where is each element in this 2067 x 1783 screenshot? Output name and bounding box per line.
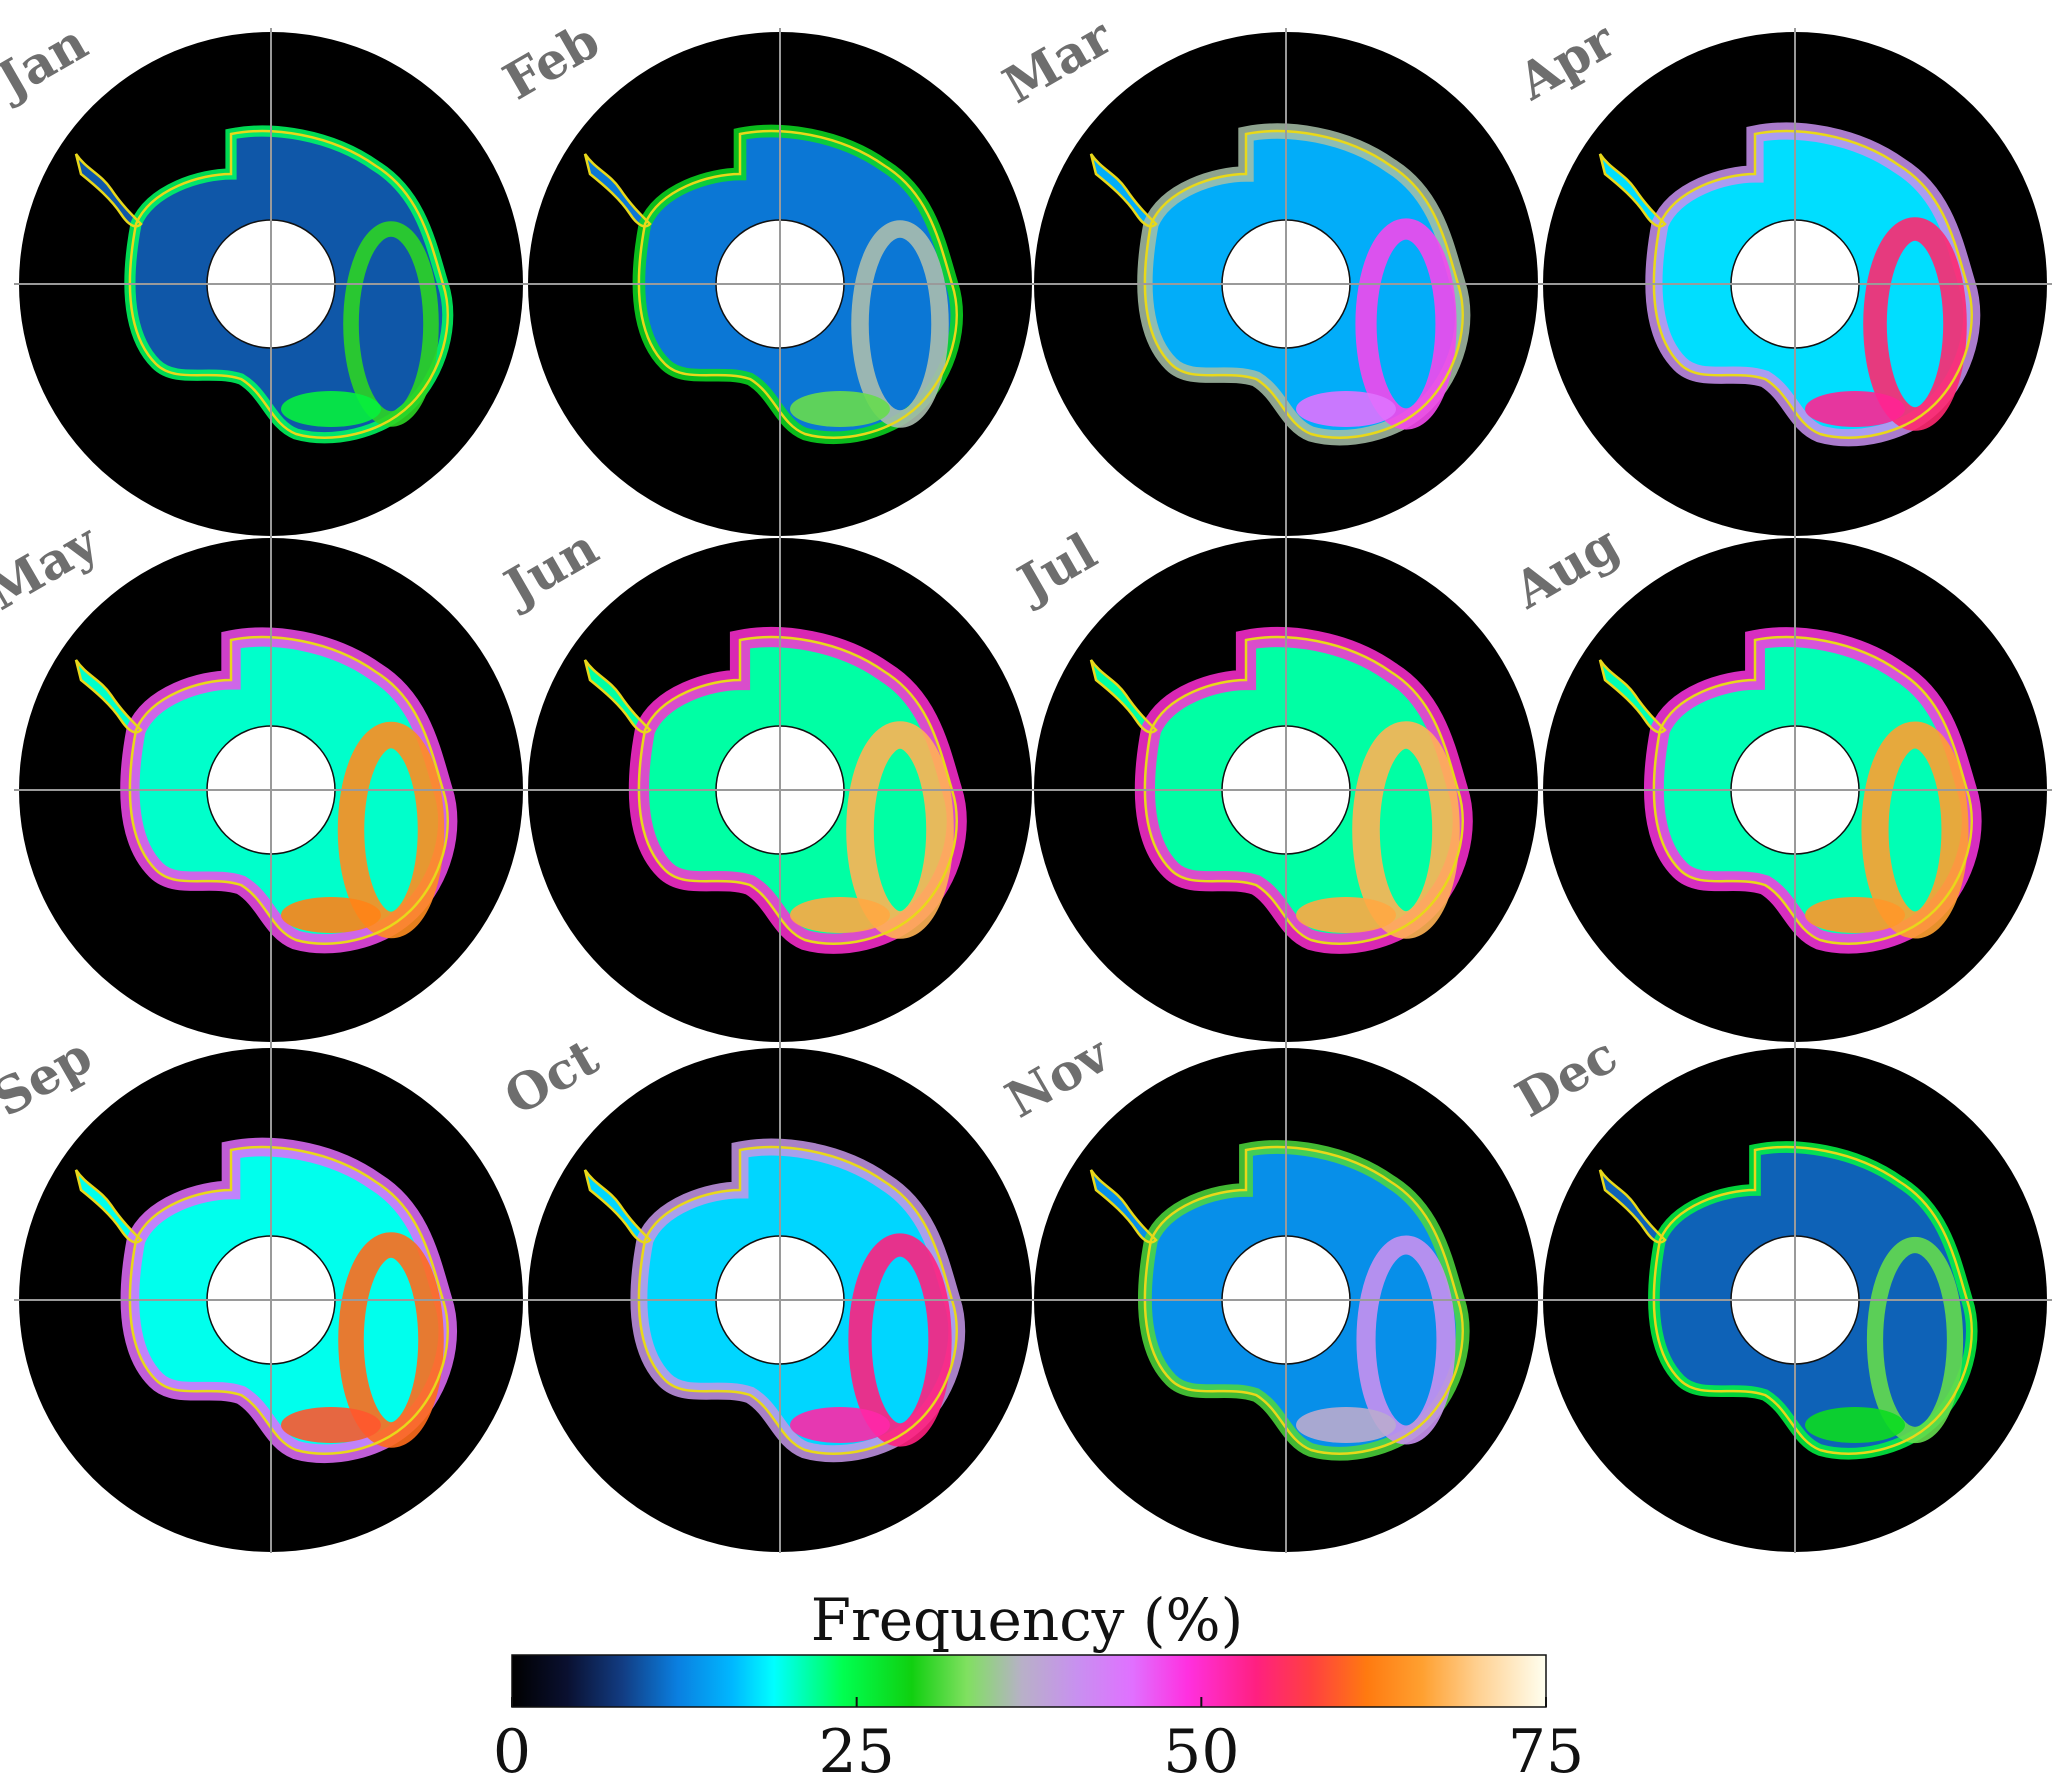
colorbar-tick-label: 75 xyxy=(1508,1717,1584,1783)
antarctica-frequency-field xyxy=(1089,637,1463,944)
month-label-oct: Oct xyxy=(494,1027,608,1127)
antarctica-frequency-field xyxy=(74,1147,448,1454)
antarctica-frequency-field xyxy=(583,1147,957,1454)
month-label-mar: Mar xyxy=(993,6,1122,114)
panels: Jan Feb Mar Apr May Jun Jul Aug Sep Oct Nov Dec xyxy=(0,6,2047,1552)
month-label-aug: Aug xyxy=(1503,514,1629,621)
antarctica-frequency-field xyxy=(74,637,448,944)
gridlines xyxy=(14,28,2052,1553)
month-label-apr: Apr xyxy=(1507,10,1625,112)
month-label-sep: Sep xyxy=(0,1026,102,1129)
panel-apr: Apr xyxy=(1507,10,2047,536)
panel-nov: Nov xyxy=(996,1023,1538,1552)
colorbar-title: Frequency (%) xyxy=(811,1586,1244,1654)
panel-mar: Mar xyxy=(993,6,1538,536)
panel-feb: Feb xyxy=(493,10,1032,536)
antarctica-frequency-field xyxy=(1598,131,1972,438)
month-label-may: May xyxy=(0,511,109,621)
colorbar-tick-label: 25 xyxy=(818,1717,894,1783)
panel-jan: Jan xyxy=(0,12,523,536)
antarctica-frequency-field xyxy=(74,131,448,438)
panel-sep: Sep xyxy=(0,1026,523,1552)
month-label-jun: Jun xyxy=(491,517,607,618)
antarctica-frequency-field xyxy=(1598,637,1972,944)
panel-jul: Jul xyxy=(1005,522,1538,1042)
panel-jun: Jun xyxy=(491,517,1032,1042)
antarctica-frequency-field xyxy=(583,637,957,944)
month-label-feb: Feb xyxy=(493,10,609,111)
panel-oct: Oct xyxy=(494,1027,1032,1552)
antarctica-frequency-field xyxy=(1089,1147,1463,1454)
antarctica-frequency-field xyxy=(1598,1147,1972,1454)
month-label-jan: Jan xyxy=(0,12,97,111)
colorbar: Frequency (%) 0 25 50 75 xyxy=(493,1586,1584,1783)
panel-may: May xyxy=(0,511,523,1042)
panel-dec: Dec xyxy=(1506,1025,2047,1552)
panel-aug: Aug xyxy=(1503,514,2047,1042)
antarctica-frequency-field xyxy=(1089,131,1463,438)
colorbar-tick-label: 0 xyxy=(493,1717,531,1783)
colorbar-tick-label: 50 xyxy=(1163,1717,1239,1783)
antarctica-frequency-field xyxy=(583,131,957,438)
month-label-jul: Jul xyxy=(1005,522,1106,615)
month-label-nov: Nov xyxy=(996,1023,1121,1129)
month-label-dec: Dec xyxy=(1506,1025,1627,1129)
colorbar-gradient xyxy=(511,1654,1547,1708)
